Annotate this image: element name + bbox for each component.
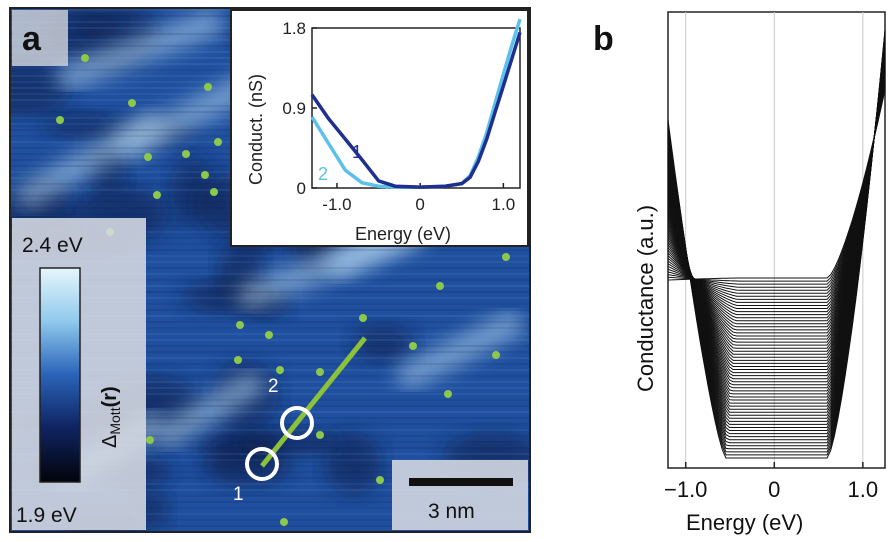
inset-curves [310, 18, 522, 189]
panel-b-y-axis-label: Conductance (a.u.) [633, 205, 658, 392]
dopant-dot [376, 476, 384, 484]
panel-a-label: a [22, 20, 42, 58]
scalebar [409, 478, 513, 486]
inset-y-axis-label: Conduct. (nS) [246, 74, 266, 185]
panel-b-x-tick-label: 0 [768, 477, 780, 502]
dopant-dot [128, 99, 136, 107]
panel-b-ticks: −1.0 0 1.0 [664, 462, 878, 502]
dopant-dot [182, 150, 190, 158]
panel-b-spectrum-line [667, 78, 886, 313]
inset-y-tick-label: 0.9 [282, 99, 306, 118]
dopant-dot [316, 368, 324, 376]
panel-b-spectrum-line [667, 89, 886, 281]
dopant-dot [210, 188, 218, 196]
scalebar-label: 3 nm [428, 500, 475, 523]
colorbar-min-label: 1.9 eV [16, 504, 77, 527]
map-frame [9, 7, 531, 533]
panel-b-x-tick-label: 1.0 [848, 477, 879, 502]
colorbar-max-label: 2.4 eV [22, 234, 83, 257]
dopant-dot [492, 351, 500, 359]
dopant-dot [409, 342, 417, 350]
colorbar-quantity-label: ΔMott(r) [99, 386, 123, 448]
dopant-dot [56, 116, 64, 124]
panel-b-label: b [593, 20, 614, 58]
panel-b-x-axis-label: Energy (eV) [686, 510, 803, 535]
inset-series-label-1: 1 [352, 142, 362, 162]
location-label-1: 1 [233, 484, 244, 505]
scalebar-panel [392, 460, 528, 530]
dopant-dot [146, 436, 154, 444]
dopant-dot [153, 191, 161, 199]
panel-b: b −1.0 0 1.0 Energy (eV) Conductance (a.u.… [593, 11, 886, 535]
colorbar [39, 267, 81, 483]
panel-b-spectrum-line [667, 83, 886, 297]
inset-x-tick-label: 1.0 [492, 195, 516, 214]
map-dark-patch [10, 61, 71, 117]
dopant-dot [502, 253, 510, 261]
location-label-2: 2 [268, 376, 279, 397]
map-bright-stripe [55, 8, 225, 93]
dopant-dot [234, 356, 242, 364]
dopant-dot [81, 54, 89, 62]
panel-b-spectrum-line [667, 81, 886, 303]
map-bright-stripe [13, 108, 167, 212]
map-bright-stripe [153, 368, 267, 452]
dopant-dot [265, 331, 273, 339]
panel-b-spectrum-line [667, 84, 886, 294]
dopant-dot [444, 390, 452, 398]
map-dark-patch [74, 17, 121, 39]
panel-a-label-bg [12, 10, 68, 66]
dopant-dot [236, 321, 244, 329]
inset-x-axis-label: Energy (eV) [355, 224, 451, 244]
inset-series-1-line [310, 31, 522, 189]
panel-b-spectrum-line [667, 76, 886, 319]
inset-ticks: -1.0 0 1.0 0 0.9 1.8 [282, 19, 515, 214]
panel-b-spectrum-line [667, 73, 886, 328]
panel-b-spectrum-line [667, 85, 886, 291]
dopant-dot [204, 83, 212, 91]
dopant-dot [276, 366, 284, 374]
location-circle-2 [280, 406, 314, 440]
panel-b-spectrum-line [667, 79, 886, 309]
panel-a: a 1 2 2.4 eV 1.9 eV ΔMott(r) 3 nm -1.0 0 1… [9, 7, 531, 533]
inset-frame [230, 9, 529, 247]
panel-b-spectrum-line [667, 75, 886, 322]
inset-y-tick-label: 1.8 [282, 19, 306, 38]
panel-b-curves [667, 29, 886, 459]
map-bright-stripe [394, 308, 526, 392]
dopant-dot [436, 282, 444, 290]
dopant-dot [359, 314, 367, 322]
inset-series-label-2: 2 [318, 164, 328, 184]
dopant-dot [214, 138, 222, 146]
location-circle-1 [245, 447, 279, 481]
dopant-dot [201, 171, 209, 179]
dopant-dot [316, 431, 324, 439]
panel-b-spectrum-line [667, 86, 886, 288]
panel-b-spectrum-line [667, 82, 886, 300]
panel-b-spectrum-line [667, 77, 886, 316]
map-dark-patch [352, 323, 414, 362]
inset-x-tick-label: 0 [415, 195, 424, 214]
dopant-dot [280, 518, 288, 526]
panel-b-spectrum-line [667, 87, 886, 285]
linecut [260, 336, 367, 468]
panel-b-spectrum-line [667, 88, 886, 282]
inset-spectra: -1.0 0 1.0 0 0.9 1.8 1 2 Energy (eV) Conduct.… [230, 9, 529, 247]
inset-x-tick-label: -1.0 [322, 195, 351, 214]
panel-b-spectrum-line [667, 80, 886, 306]
panel-b-x-tick-label: −1.0 [664, 477, 707, 502]
inset-y-tick-label: 0 [297, 179, 306, 198]
dopant-dot [144, 153, 152, 161]
